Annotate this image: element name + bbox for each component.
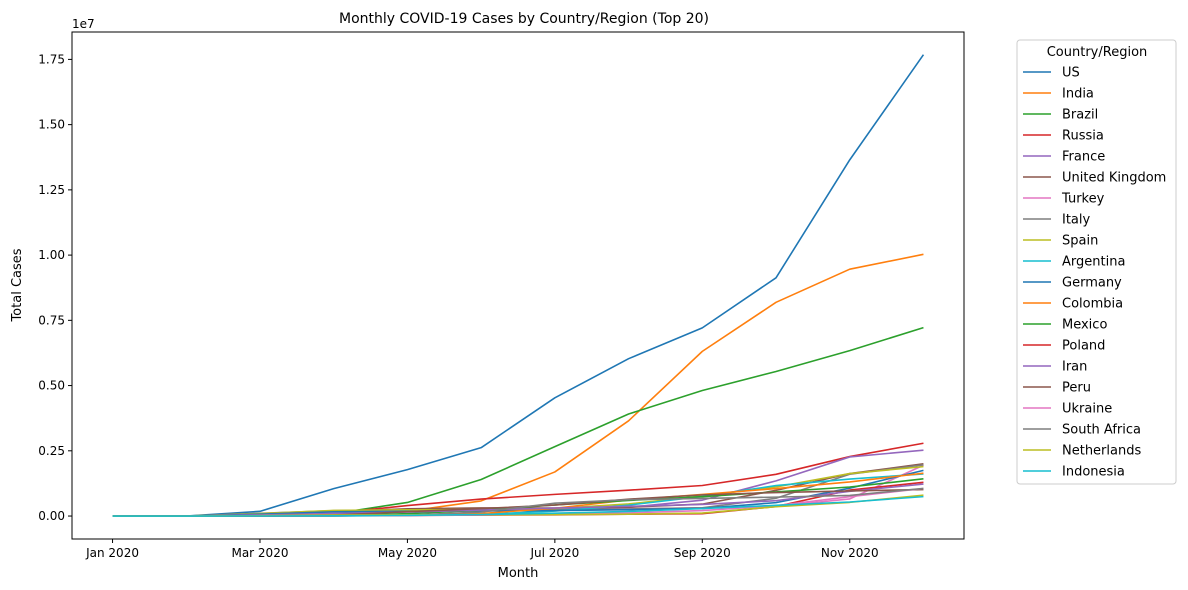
legend-label-11: Colombia (1062, 297, 1123, 312)
x-tick-label-4: Sep 2020 (674, 546, 731, 560)
legend-label-4: France (1062, 150, 1105, 165)
legend-label-14: Iran (1062, 360, 1087, 375)
legend-label-8: Spain (1062, 234, 1098, 249)
x-tick-label-3: Jul 2020 (529, 546, 579, 560)
series-line-19 (112, 495, 924, 517)
y-tick-label-3: 0.75 (38, 313, 65, 327)
plot-lines (112, 54, 925, 517)
plot-frame (71, 31, 965, 540)
legend-title: Country/Region (1047, 45, 1148, 60)
y-axis-label: Total Cases (10, 248, 25, 322)
legend-label-9: Argentina (1062, 255, 1125, 270)
y-tick-label-6: 1.50 (38, 118, 65, 132)
y-axis: 0.00 0.25 0.50 0.75 1.00 1.25 1.50 1.75 (38, 52, 72, 523)
y-tick-label-5: 1.25 (38, 183, 65, 197)
legend-label-7: Italy (1062, 213, 1091, 228)
y-multiplier-label: 1e7 (72, 17, 95, 31)
legend: Country/Region US India Brazil Russia France… (1016, 39, 1177, 485)
legend-label-3: Russia (1062, 129, 1104, 144)
x-axis: Jan 2020 Mar 2020 May 2020 Jul 2020 Sep 2020… (85, 539, 879, 560)
legend-label-6: Turkey (1061, 192, 1105, 207)
legend-label-1: India (1062, 87, 1094, 102)
series-line-0 (112, 54, 925, 517)
y-tick-label-0: 0.00 (38, 509, 65, 523)
series-line-1 (112, 253, 924, 517)
x-tick-label-5: Nov 2020 (821, 546, 879, 560)
x-tick-label-0: Jan 2020 (85, 546, 139, 560)
legend-label-18: Netherlands (1062, 444, 1141, 459)
legend-label-17: South Africa (1062, 423, 1141, 438)
legend-label-5: United Kingdom (1062, 171, 1166, 186)
y-tick-label-2: 0.50 (38, 379, 65, 393)
chart-title: Monthly COVID-19 Cases by Country/Region… (339, 11, 709, 27)
y-tick-label-7: 1.75 (38, 52, 65, 66)
legend-label-0: US (1062, 66, 1080, 81)
x-tick-label-1: Mar 2020 (231, 546, 288, 560)
legend-label-19: Indonesia (1062, 465, 1125, 480)
legend-label-13: Poland (1062, 339, 1105, 354)
y-tick-label-1: 0.25 (38, 444, 65, 458)
y-tick-label-4: 1.00 (38, 248, 65, 262)
legend-label-15: Peru (1062, 381, 1091, 396)
legend-box (1016, 39, 1177, 485)
x-axis-label: Month (498, 566, 539, 581)
x-tick-label-2: May 2020 (378, 546, 437, 560)
legend-label-12: Mexico (1062, 318, 1107, 333)
legend-label-10: Germany (1062, 276, 1122, 291)
legend-label-2: Brazil (1062, 108, 1098, 123)
legend-label-16: Ukraine (1062, 402, 1112, 417)
